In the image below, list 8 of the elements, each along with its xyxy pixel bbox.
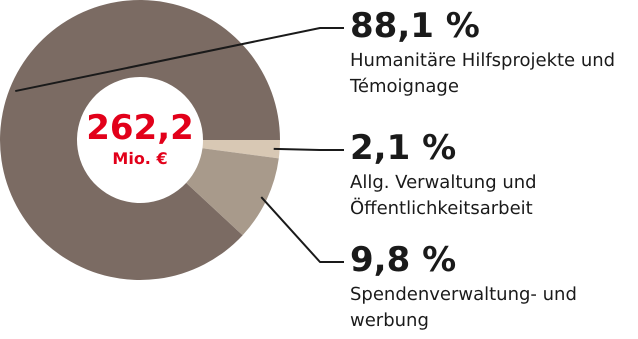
- slice-label: Humanitäre Hilfsprojekte und Témoignage: [350, 49, 616, 99]
- data-label: 9,8 %: [350, 239, 458, 282]
- data-label: 2,1 %: [350, 127, 458, 170]
- slice-label: Spendenverwaltung- und werbung: [350, 283, 578, 333]
- text: Mio. €: [111, 148, 169, 170]
- data-label: 88,1 %: [350, 5, 481, 48]
- text: 262,2: [85, 108, 195, 148]
- slice-label: Allg. Verwaltung und Öffentlichkeitsarbeit: [350, 171, 538, 221]
